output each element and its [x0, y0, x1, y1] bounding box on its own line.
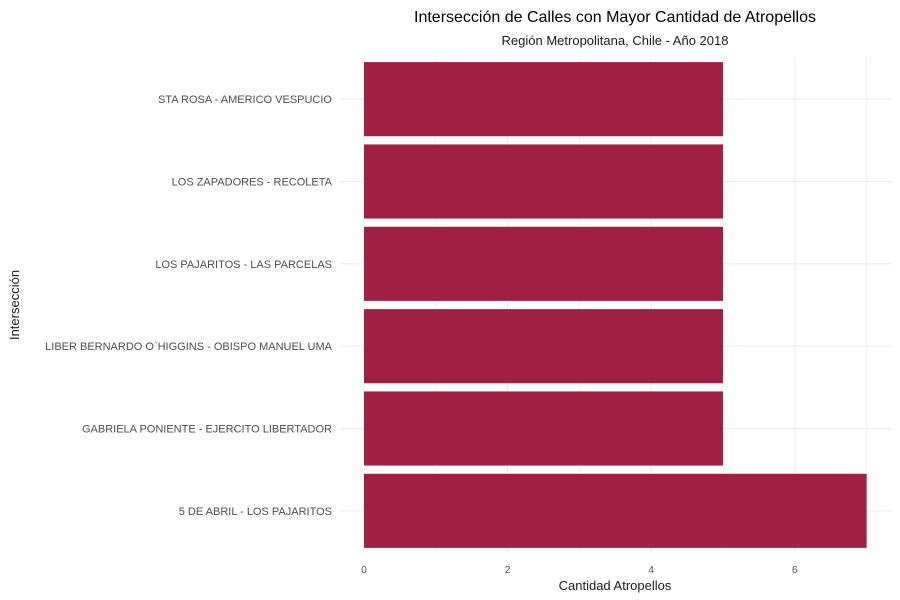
chart-title: Intersección de Calles con Mayor Cantida…: [414, 9, 816, 26]
x-tick-label: 0: [361, 565, 367, 576]
category-label: LIBER BERNARDO O`HIGGINS - OBISPO MANUEL…: [45, 341, 333, 353]
x-tick-label: 6: [792, 565, 798, 576]
x-axis-title: Cantidad Atropellos: [559, 578, 672, 593]
bars: [364, 62, 867, 548]
x-tick-label: 4: [648, 565, 654, 576]
bar: [364, 473, 867, 548]
bar: [364, 226, 723, 301]
chart-subtitle: Región Metropolitana, Chile - Año 2018: [502, 33, 729, 48]
bar: [364, 62, 723, 137]
category-label: LOS ZAPADORES - RECOLETA: [172, 177, 333, 189]
x-tick-label: 2: [505, 565, 511, 576]
category-label: LOS PAJARITOS - LAS PARCELAS: [155, 259, 332, 271]
category-label: 5 DE ABRIL - LOS PAJARITOS: [179, 506, 332, 518]
bar: [364, 144, 723, 219]
y-axis-title: Intersección: [7, 270, 22, 340]
bar: [364, 391, 723, 466]
category-labels: STA ROSA - AMERICO VESPUCIO LOS ZAPADORES…: [45, 94, 333, 518]
bar: [364, 309, 723, 384]
category-label: GABRIELA PONIENTE - EJERCITO LIBERTADOR: [82, 424, 332, 436]
x-tick-labels: 0 2 4 6: [361, 565, 798, 576]
category-label: STA ROSA - AMERICO VESPUCIO: [158, 94, 332, 106]
